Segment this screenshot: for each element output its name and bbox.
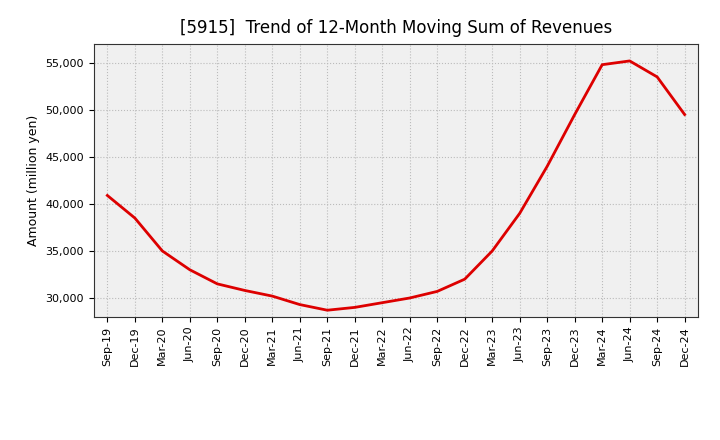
Title: [5915]  Trend of 12-Month Moving Sum of Revenues: [5915] Trend of 12-Month Moving Sum of R…: [180, 19, 612, 37]
Y-axis label: Amount (million yen): Amount (million yen): [27, 115, 40, 246]
